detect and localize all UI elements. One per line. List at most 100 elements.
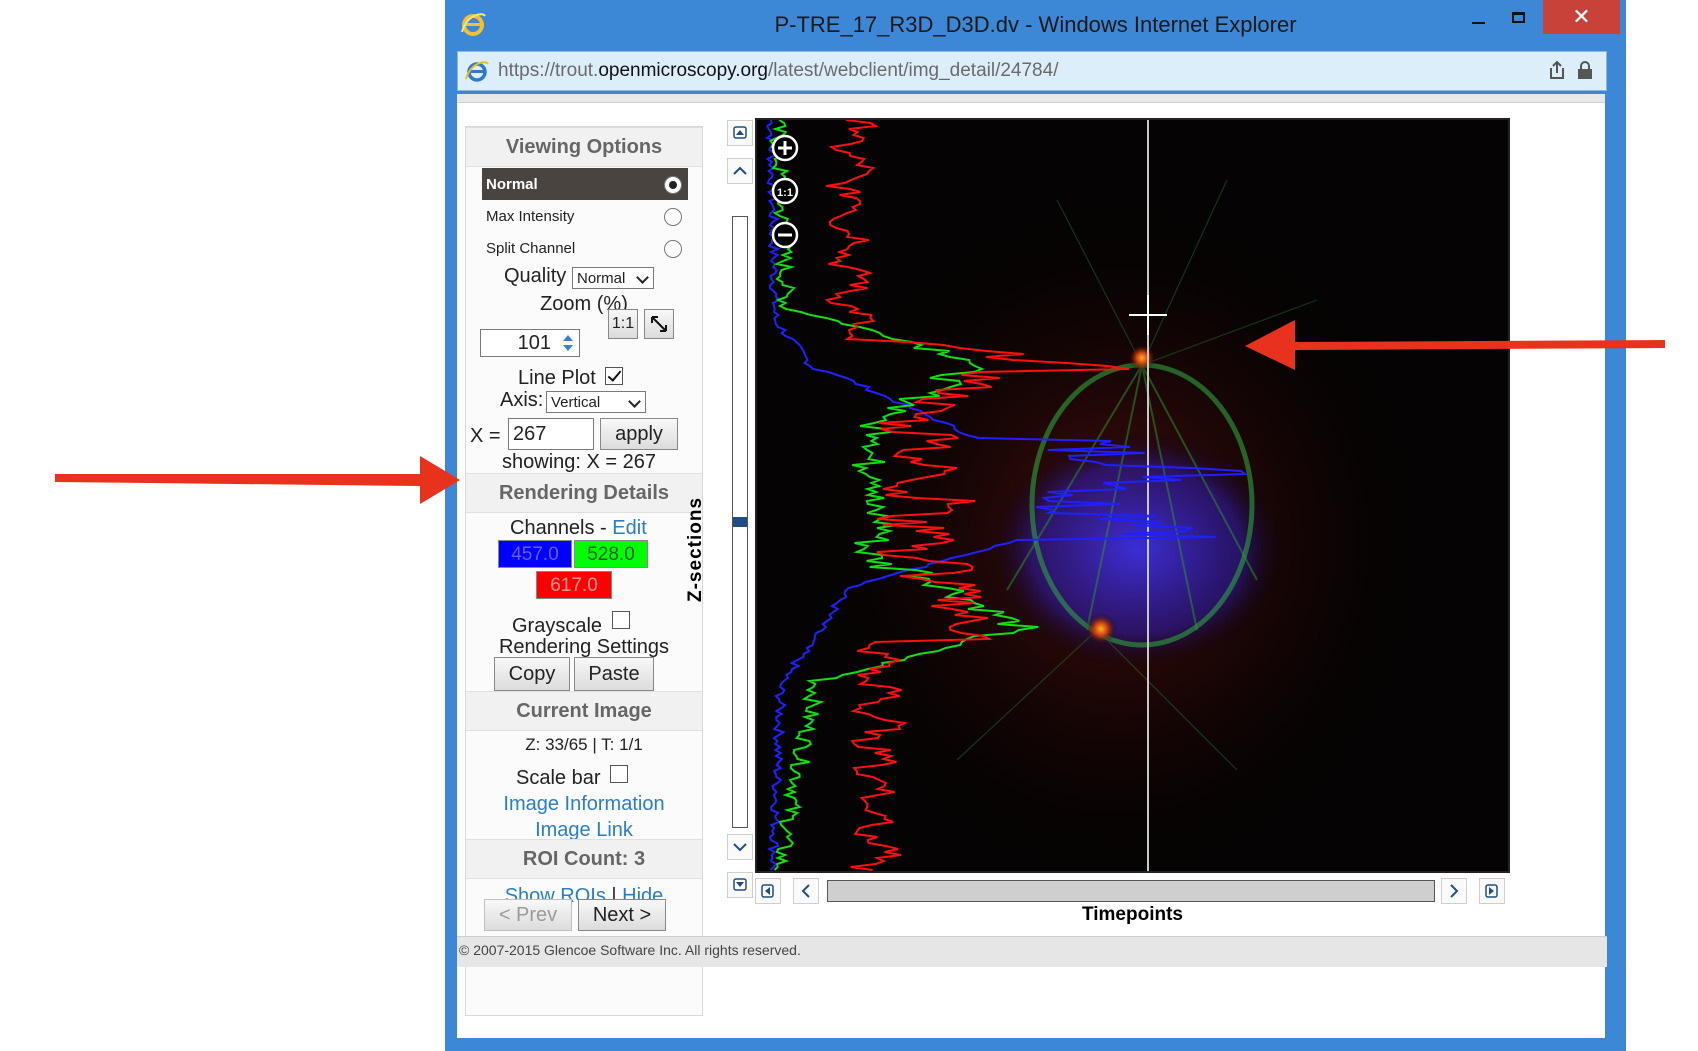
- line-plot-label: Line Plot: [518, 367, 596, 389]
- grayscale-label: Grayscale: [512, 615, 603, 637]
- zoom-1to1-button[interactable]: 1:1: [608, 309, 638, 339]
- grayscale-checkbox[interactable]: [612, 611, 630, 629]
- left-panel: Viewing Options Normal Max Intensity Spl…: [465, 126, 703, 1016]
- current-image-header: Current Image: [466, 691, 702, 731]
- z-sections-label: Z-sections: [685, 496, 706, 602]
- quality-label: Quality: [504, 265, 567, 287]
- quality-select[interactable]: Normal: [572, 267, 654, 289]
- timepoints-label: Timepoints: [1082, 904, 1183, 925]
- chevron-left-icon: [801, 884, 810, 898]
- last-section-icon: [733, 878, 747, 891]
- address-bar[interactable]: https://trout.openmicroscopy.org/latest/…: [457, 51, 1607, 91]
- image-viewport[interactable]: 1:1: [755, 118, 1510, 873]
- roi-count-header: ROI Count: 3: [466, 839, 702, 879]
- mode-normal-radio[interactable]: [664, 176, 682, 194]
- scale-bar-label: Scale bar: [516, 767, 601, 789]
- browser-window: P-TRE_17_R3D_D3D.dv - Windows Internet E…: [445, 0, 1626, 1051]
- first-section-icon: [733, 126, 747, 139]
- rendering-details-header: Rendering Details: [466, 473, 702, 513]
- channels-label: Channels -: [510, 517, 607, 539]
- image-link[interactable]: Image Link: [535, 819, 633, 841]
- image-information-link[interactable]: Image Information: [503, 793, 665, 815]
- mode-split-channel[interactable]: Split Channel: [482, 232, 688, 264]
- crosshair-cursor-icon: [1129, 295, 1167, 335]
- close-button[interactable]: ✕: [1543, 0, 1620, 34]
- zoom-input[interactable]: 101: [480, 329, 580, 357]
- window-title: P-TRE_17_R3D_D3D.dv - Windows Internet E…: [774, 12, 1297, 37]
- axis-label: Axis:: [500, 389, 544, 411]
- t-prev-button[interactable]: [793, 878, 819, 904]
- url-text[interactable]: https://trout.openmicroscopy.org/latest/…: [498, 60, 1059, 81]
- roi-separator: |: [611, 885, 617, 907]
- timepoint-slider: [755, 874, 1510, 908]
- mode-max-intensity-label: Max Intensity: [486, 208, 575, 225]
- annotation-arrow-right: [1245, 320, 1665, 370]
- first-timepoint-icon: [761, 884, 774, 898]
- channel-617-button[interactable]: 617.0: [536, 571, 612, 599]
- page-footer: © 2007-2015 Glencoe Software Inc. All ri…: [457, 936, 1607, 967]
- share-icon[interactable]: [1548, 60, 1566, 80]
- zoom-reset-control[interactable]: 1:1: [771, 177, 799, 205]
- blue-channel-profile: [764, 120, 1248, 871]
- zoom-reset-text: 1:1: [777, 187, 793, 199]
- scale-bar-checkbox[interactable]: [610, 765, 628, 783]
- showing-text: showing: X = 267: [502, 451, 656, 473]
- mode-split-channel-label: Split Channel: [486, 240, 576, 257]
- page-content: Viewing Options Normal Max Intensity Spl…: [457, 94, 1607, 1038]
- z-first-button[interactable]: [727, 120, 753, 146]
- centrosome-top: [1128, 344, 1156, 372]
- t-next-button[interactable]: [1441, 878, 1467, 904]
- mode-max-intensity-radio[interactable]: [664, 208, 682, 226]
- z-t-position-text: Z: 33/65 | T: 1/1: [525, 735, 643, 754]
- t-slider-track[interactable]: [827, 880, 1435, 902]
- ie-page-icon: [465, 61, 489, 82]
- zoom-in-control[interactable]: [771, 134, 799, 162]
- next-button[interactable]: Next >: [578, 899, 666, 931]
- page-top-strip: [457, 94, 1605, 103]
- axis-select[interactable]: Vertical: [546, 391, 646, 413]
- last-timepoint-icon: [1485, 884, 1498, 898]
- mode-normal-label: Normal: [486, 176, 538, 193]
- chevron-right-icon: [1450, 884, 1459, 898]
- title-bar: P-TRE_17_R3D_D3D.dv - Windows Internet E…: [445, 0, 1626, 50]
- line-plot-checkbox[interactable]: [605, 367, 623, 385]
- z-down-button[interactable]: [727, 834, 753, 860]
- zoom-spinner-icon[interactable]: [560, 332, 576, 354]
- fit-to-window-button[interactable]: [644, 309, 674, 339]
- annotation-arrow-left: [55, 456, 460, 504]
- prev-button[interactable]: < Prev: [484, 899, 572, 931]
- z-up-button[interactable]: [727, 158, 753, 184]
- z-section-slider: [727, 120, 757, 898]
- z-slider-track[interactable]: [732, 216, 748, 828]
- red-channel-profile: [824, 120, 1130, 871]
- edit-channels-link[interactable]: Edit: [612, 517, 647, 539]
- mode-max-intensity[interactable]: Max Intensity: [482, 200, 688, 232]
- x-label: X =: [470, 425, 501, 447]
- internet-explorer-icon: [461, 13, 486, 36]
- maximize-button[interactable]: [1504, 6, 1534, 32]
- centrosome-bottom: [1085, 613, 1117, 645]
- viewing-options-header: Viewing Options: [466, 127, 702, 167]
- mode-normal[interactable]: Normal: [482, 168, 688, 200]
- mode-split-channel-radio[interactable]: [664, 240, 682, 258]
- x-input[interactable]: 267: [508, 418, 594, 450]
- copy-button[interactable]: Copy: [494, 657, 570, 691]
- microscopy-image[interactable]: 1:1: [757, 120, 1508, 871]
- t-first-button[interactable]: [755, 878, 781, 904]
- channel-528-button[interactable]: 528.0: [574, 540, 648, 568]
- paste-button[interactable]: Paste: [574, 657, 654, 691]
- zoom-label: Zoom (%): [540, 293, 628, 315]
- z-slider-thumb[interactable]: [733, 517, 747, 527]
- z-last-button[interactable]: [727, 872, 753, 898]
- lock-icon[interactable]: [1576, 60, 1594, 80]
- t-last-button[interactable]: [1479, 878, 1505, 904]
- zoom-out-control[interactable]: [771, 221, 799, 249]
- apply-button[interactable]: apply: [600, 418, 678, 450]
- minimize-button[interactable]: [1464, 6, 1494, 32]
- chevron-down-icon: [733, 843, 747, 852]
- channels-row: Channels - Edit: [510, 517, 647, 540]
- chevron-up-icon: [733, 166, 747, 175]
- expand-arrows-icon: [651, 316, 667, 332]
- zoom-value: 101: [517, 332, 551, 354]
- channel-457-button[interactable]: 457.0: [498, 540, 572, 568]
